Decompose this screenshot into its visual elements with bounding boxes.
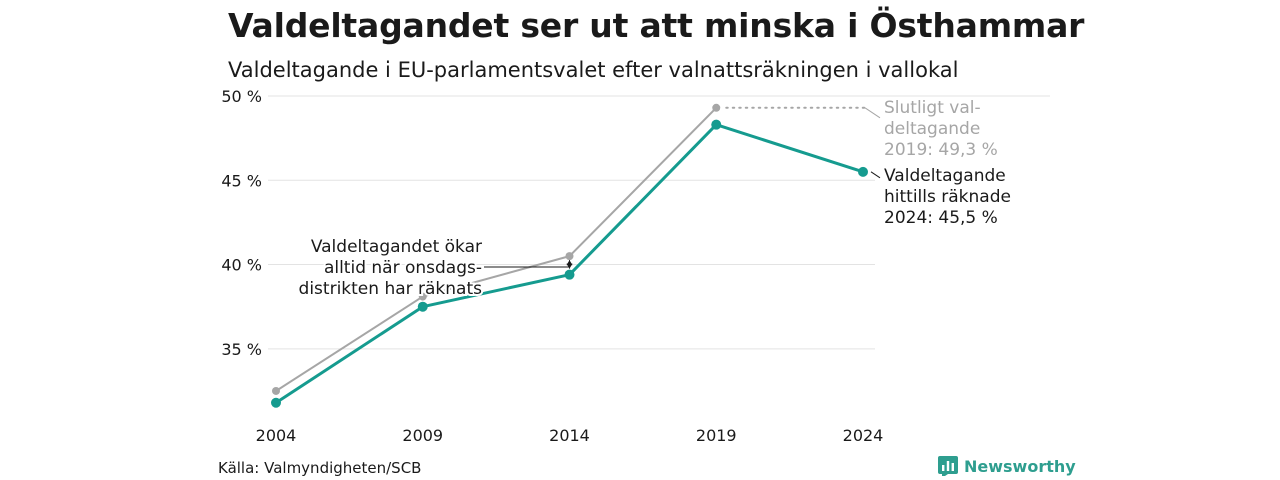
current-label-text: hittills räknade <box>884 187 1011 207</box>
current-point <box>564 269 575 280</box>
current-label-text: 2024: 45,5 % <box>884 208 998 228</box>
wednesday-note-text: Valdeltagandet ökar <box>311 237 482 257</box>
wednesday-note-text: alltid när onsdags- <box>324 258 482 278</box>
final-series-line <box>275 107 717 392</box>
brand-name: Newsworthy <box>964 456 1076 476</box>
y-tick-label: 45 % <box>221 171 262 190</box>
final-point <box>565 252 574 261</box>
final-point <box>418 292 427 301</box>
source-note: Källa: Valmyndigheten/SCB <box>218 459 422 477</box>
final-point <box>712 103 721 112</box>
x-tick-label: 2014 <box>549 426 590 445</box>
x-tick-label: 2019 <box>696 426 737 445</box>
final-label-text: 2019: 49,3 % <box>884 140 998 160</box>
current-point <box>417 301 428 312</box>
y-tick-label: 35 % <box>221 340 262 359</box>
brand-logo: Newsworthy <box>938 456 1076 476</box>
current-label-connector <box>870 171 881 179</box>
x-tick-label: 2024 <box>843 426 884 445</box>
final-label-text: deltagande <box>884 119 980 139</box>
chart-title: Valdeltagandet ser ut att minska i Östha… <box>228 6 1085 45</box>
newsworthy-icon <box>938 456 958 476</box>
current-label-text: Valdeltagande <box>884 166 1006 186</box>
note-arrow-down <box>566 263 573 269</box>
final-label-text: Slutligt val- <box>884 98 981 118</box>
current-point <box>858 166 868 177</box>
y-tick-label: 50 % <box>221 87 262 106</box>
x-tick-label: 2004 <box>256 426 297 445</box>
x-tick-label: 2009 <box>402 426 443 445</box>
y-tick-label: 40 % <box>221 256 262 275</box>
wednesday-note-text: distrikten har räknats <box>299 279 483 299</box>
chart-subtitle: Valdeltagande i EU-parlamentsvalet efter… <box>228 58 959 82</box>
current-point <box>271 397 281 408</box>
final-label-connector <box>864 107 881 119</box>
final-point <box>272 386 280 395</box>
current-point <box>711 119 722 130</box>
